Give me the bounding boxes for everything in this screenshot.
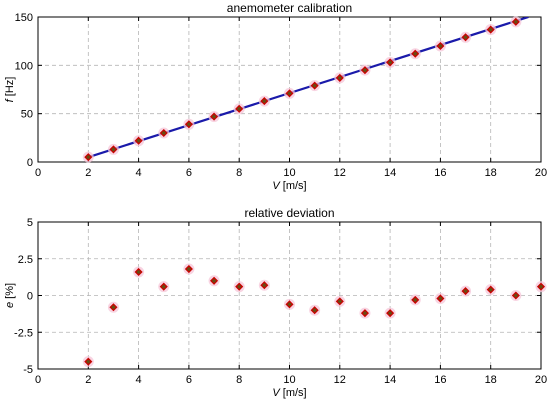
data-point [411, 295, 420, 304]
data-point [386, 309, 395, 318]
y-tick-label: 50 [21, 109, 33, 121]
x-tick-label: 4 [136, 374, 142, 386]
x-tick-label: 8 [236, 374, 242, 386]
data-point [235, 104, 244, 113]
x-tick-label: 14 [384, 374, 396, 386]
x-tick-label: 14 [384, 167, 396, 179]
x-tick-label: 10 [283, 374, 295, 386]
x-tick-label: 20 [535, 167, 547, 179]
x-tick-label: 2 [85, 167, 91, 179]
chart-title: relative deviation [244, 206, 334, 220]
data-point [436, 41, 445, 51]
data-point [210, 276, 219, 285]
calibration-plot: 0 2 4 6 8 10 12 14 16 18 20 0 50 100 150 anemometer cal… [4, 1, 547, 192]
data-point [285, 89, 294, 98]
x-axis-unit: [m/s] [280, 387, 307, 399]
y-tick-label: -5 [23, 364, 33, 376]
x-axis-variable: V [272, 180, 281, 192]
data-point [260, 281, 269, 290]
chart-title: anemometer calibration [227, 1, 352, 15]
x-tick-label: 12 [334, 167, 346, 179]
x-tick-label: 18 [485, 167, 497, 179]
data-point [134, 267, 143, 277]
data-point [486, 285, 495, 294]
y-tick-label: 0 [27, 291, 33, 303]
y-axis-unit: [%] [4, 283, 16, 302]
data-point [335, 73, 344, 82]
data-point [134, 136, 143, 145]
data-point [386, 58, 395, 67]
data-point [184, 120, 193, 129]
data-point [235, 282, 244, 291]
x-tick-label: 0 [35, 374, 41, 386]
data-point [360, 66, 369, 75]
data-point [285, 300, 294, 309]
x-tick-label: 20 [535, 374, 547, 386]
data-point [84, 153, 93, 162]
x-axis-unit: [m/s] [280, 180, 307, 192]
x-tick-label: 18 [485, 374, 497, 386]
x-tick-label: 12 [334, 374, 346, 386]
x-axis-label: V [m/s] [272, 180, 306, 192]
x-tick-label: 16 [434, 167, 446, 179]
y-tick-label: 100 [15, 60, 33, 72]
y-axis-unit: [Hz] [4, 77, 16, 100]
data-point [335, 297, 344, 306]
x-tick-label: 10 [283, 167, 295, 179]
y-tick-label: 0 [27, 157, 33, 169]
data-point [511, 291, 520, 300]
y-tick-label: -2.5 [14, 327, 33, 339]
y-tick-label: 5 [27, 217, 33, 229]
data-point [461, 33, 470, 42]
x-tick-label: 2 [85, 374, 91, 386]
x-tick-label: 4 [136, 167, 142, 179]
data-point [411, 49, 420, 58]
x-tick-label: 0 [35, 167, 41, 179]
y-axis-label: e [%] [4, 283, 16, 308]
x-axis-label: V [m/s] [272, 387, 306, 399]
data-point [436, 294, 445, 303]
y-tick-label: 150 [15, 12, 33, 24]
data-point [536, 282, 546, 291]
y-axis-label: f [Hz] [4, 77, 16, 103]
data-point [184, 264, 193, 274]
data-point [109, 145, 118, 154]
x-tick-label: 6 [186, 167, 192, 179]
data-point [210, 112, 219, 121]
data-point [310, 81, 319, 90]
data-point [159, 128, 168, 138]
x-tick-label: 8 [236, 167, 242, 179]
y-tick-label: 2.5 [18, 254, 33, 266]
data-point [511, 17, 520, 26]
data-point [84, 357, 93, 366]
x-axis-variable: V [272, 387, 281, 399]
data-point [461, 287, 470, 296]
deviation-plot: 0 2 4 6 8 10 12 14 16 18 20 -5 -2.5 0 2.5 5 relative dev… [4, 206, 547, 399]
data-point [360, 309, 369, 318]
x-tick-label: 6 [186, 374, 192, 386]
y-axis-variable: e [4, 302, 16, 308]
data-point [159, 282, 168, 291]
data-point [310, 306, 319, 315]
data-point [486, 25, 495, 34]
data-point [109, 303, 118, 312]
y-axis-variable: f [4, 98, 16, 102]
data-point [260, 97, 269, 106]
x-tick-label: 16 [434, 374, 446, 386]
